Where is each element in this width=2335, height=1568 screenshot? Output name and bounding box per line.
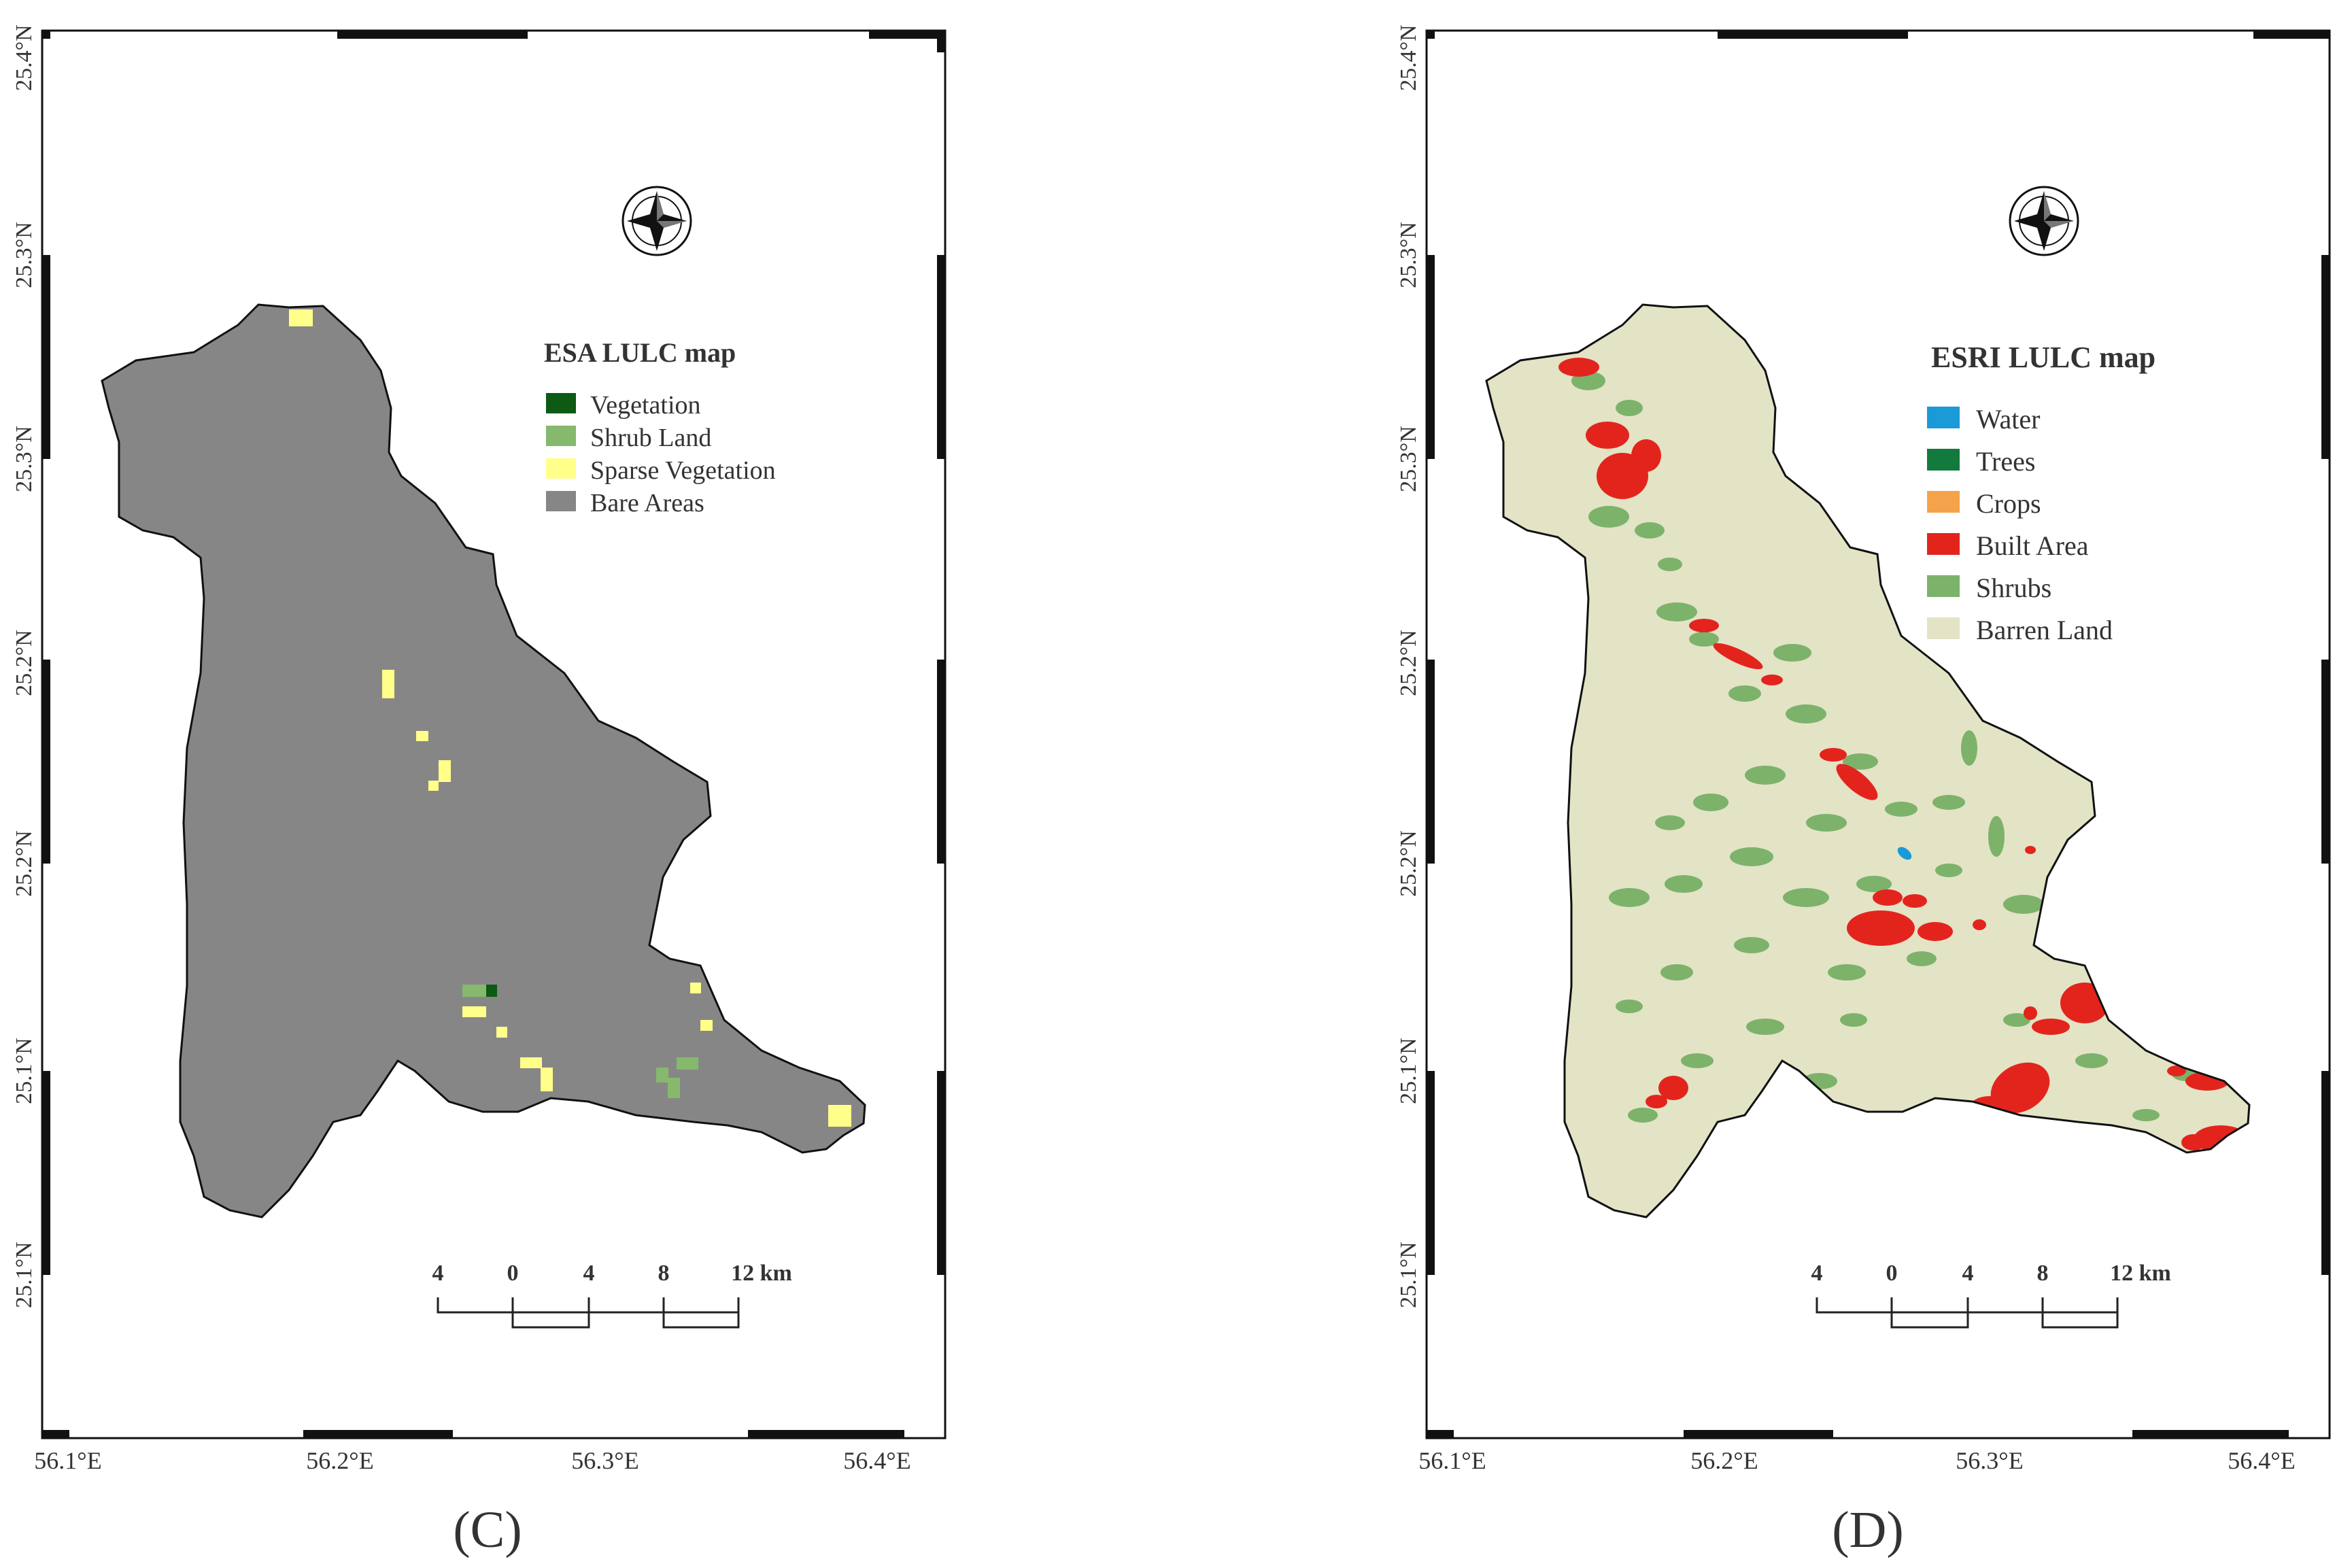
panel-c: ESA LULC map Vegetation Shrub Land Spars… [12,24,947,1558]
scale-label: 4 [1962,1261,1974,1286]
neatline-right [937,39,945,1275]
built-area-patches [1558,358,2248,1153]
scale-label: 4 [432,1261,444,1286]
legend-label: Sparse Vegetation [590,456,776,485]
legend-swatch-vegetation [546,393,576,413]
compass-rose-icon [2009,186,2079,256]
lat-label: 25.4°N [1396,24,1421,91]
lat-label: 25.1°N [1396,1242,1421,1308]
lon-label: 56.4°E [843,1447,910,1474]
lat-label: 25.2°N [12,630,37,696]
legend-item: Barren Land [1927,615,2113,645]
legend-swatch-built-area [1927,533,1960,555]
neatline-bottom [1427,1430,2289,1438]
legend-item: Water [1927,404,2041,434]
lat-label: 25.1°N [1396,1038,1421,1104]
vegetation-pixels [486,985,497,997]
scale-label: 12 km [731,1261,792,1286]
legend-item: Vegetation [546,391,701,420]
lat-label: 25.2°N [1396,830,1421,897]
lat-label: 25.3°N [12,222,37,288]
scale-label: 0 [507,1261,519,1286]
legend-label: Bare Areas [590,489,704,517]
legend-item: Shrub Land [546,424,711,452]
panel-letter: (C) [453,1501,522,1558]
legend-title: ESRI LULC map [1931,341,2155,374]
lon-label: 56.3°E [1956,1447,2023,1474]
lon-label: 56.4°E [2228,1447,2295,1474]
lat-labels: 25.4°N 25.3°N 25.3°N 25.2°N 25.2°N 25.1°… [1396,24,1421,1308]
legend-swatch-shrubs [1927,575,1960,597]
lat-label: 25.3°N [12,426,37,492]
lat-label: 25.2°N [1396,630,1421,696]
lon-label: 56.2°E [1690,1447,1758,1474]
legend-swatch-water [1927,407,1960,428]
lat-label: 25.1°N [12,1038,37,1104]
lat-label: 25.2°N [12,830,37,897]
lat-label: 25.4°N [12,24,37,91]
legend: ESA LULC map Vegetation Shrub Land Spars… [544,337,776,517]
legend-label: Shrub Land [590,424,711,452]
lat-label: 25.1°N [12,1242,37,1308]
legend-label: Built Area [1976,530,2089,561]
panel-letter: (D) [1832,1501,1904,1558]
legend-swatch-barren-land [1927,617,1960,639]
legend-item: Bare Areas [546,489,704,517]
lon-label: 56.2°E [306,1447,373,1474]
scale-label: 4 [1811,1261,1823,1286]
neatline-bottom [42,1430,904,1438]
legend-label: Shrubs [1976,573,2051,603]
lat-labels: 25.4°N 25.3°N 25.3°N 25.2°N 25.2°N 25.1°… [12,24,37,1308]
neatline-top [1427,31,2330,39]
legend-label: Vegetation [590,391,701,420]
legend-swatch-bare-areas [546,491,576,511]
scale-label: 12 km [2110,1261,2171,1286]
lon-label: 56.3°E [571,1447,638,1474]
legend-label: Water [1976,404,2041,434]
scale-bar: 4 0 4 8 12 km [432,1261,792,1329]
legend-swatch-crops [1927,491,1960,513]
legend-title: ESA LULC map [544,337,736,368]
neatline-left [1427,255,1435,1275]
scale-label: 0 [1886,1261,1898,1286]
legend-label: Crops [1976,488,2041,519]
scale-label: 8 [658,1261,670,1286]
legend-item: Built Area [1927,530,2089,561]
legend-swatch-sparse-vegetation [546,458,576,479]
lat-label: 25.3°N [1396,222,1421,288]
legend-item: Shrubs [1927,573,2051,603]
legend-item: Sparse Vegetation [546,456,776,485]
scale-label: 4 [583,1261,595,1286]
legend-item: Crops [1927,488,2041,519]
scale-bar: 4 0 4 8 12 km [1811,1261,2171,1329]
scale-label: 8 [2037,1261,2049,1286]
lon-labels: 56.1°E 56.2°E 56.3°E 56.4°E [34,1447,910,1474]
neatline-left [42,31,50,1275]
panel-d: ESRI LULC map Water Trees Crops Built Ar… [1396,24,2331,1558]
lon-label: 56.1°E [1418,1447,1486,1474]
lat-label: 25.3°N [1396,426,1421,492]
lon-labels: 56.1°E 56.2°E 56.3°E 56.4°E [1418,1447,2295,1474]
shrub-land-pixels [462,985,698,1098]
legend-swatch-shrub-land [546,426,576,446]
legend: ESRI LULC map Water Trees Crops Built Ar… [1927,341,2155,645]
lon-label: 56.1°E [34,1447,101,1474]
legend-swatch-trees [1927,449,1960,471]
compass-rose-icon [621,186,692,256]
legend-label: Trees [1976,446,2035,477]
legend-label: Barren Land [1976,615,2113,645]
legend-item: Trees [1927,446,2035,477]
neatline-right [2321,255,2330,1275]
